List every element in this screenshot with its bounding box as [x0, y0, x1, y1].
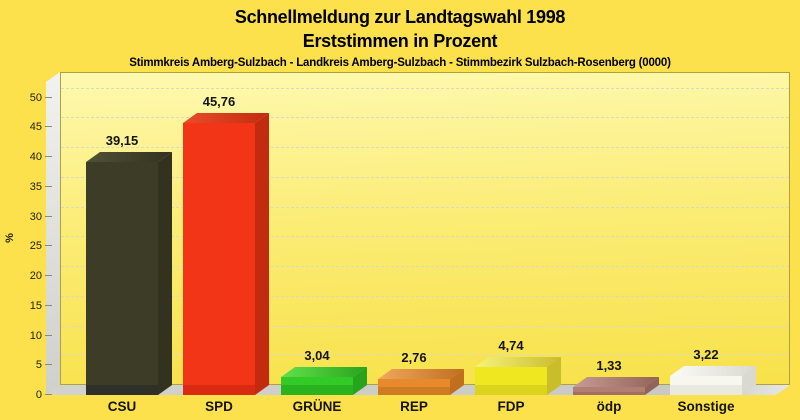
- bar-oedp: [573, 377, 659, 395]
- y-tick-label-0: 0: [35, 389, 42, 401]
- bar-value-label-oedp: 1,33: [596, 358, 622, 373]
- bar-front-face: [86, 162, 158, 395]
- bar-base-strip: [378, 387, 450, 395]
- bar-value-label-spd: 45,76: [202, 94, 236, 109]
- bar-base-strip: [183, 385, 255, 395]
- bar-base-strip: [573, 392, 645, 395]
- gridline-15: [61, 296, 789, 297]
- y-tick-mark-30: [45, 216, 52, 217]
- bar-top-face: [670, 366, 756, 376]
- y-tick-mark-15: [45, 305, 52, 306]
- y-tick-mark-40: [45, 156, 52, 157]
- category-label-sonstige: Sonstige: [677, 399, 735, 414]
- bar-top-face: [378, 369, 464, 379]
- y-tick-label-15: 15: [29, 300, 42, 312]
- y-tick-mark-25: [45, 245, 52, 246]
- bar-base-strip: [475, 385, 547, 395]
- category-label-csu: CSU: [107, 399, 137, 414]
- bar-side-face: [255, 113, 269, 395]
- chart-title-line1: Schnellmeldung zur Landtagswahl 1998: [234, 7, 566, 27]
- bar-rep: [378, 369, 464, 395]
- gridline-25: [61, 236, 789, 237]
- y-tick-mark-45: [45, 126, 52, 127]
- y-tick-label-25: 25: [29, 240, 42, 252]
- y-tick-label-30: 30: [29, 211, 42, 223]
- y-tick-mark-35: [45, 186, 52, 187]
- bar-value-label-gruene: 3,04: [304, 348, 330, 363]
- chart-subtitle: Stimmkreis Amberg-Sulzbach - Landkreis A…: [129, 57, 671, 69]
- bar-front-face: [573, 387, 645, 395]
- plot-back-wall: [60, 72, 790, 385]
- y-tick-label-10: 10: [29, 330, 42, 342]
- bar-top-face: [475, 357, 561, 367]
- bar-value-label-sonstige: 3,22: [693, 347, 719, 362]
- y-tick-mark-0: [45, 394, 52, 395]
- bar-spd: [183, 113, 269, 395]
- gridline-40: [61, 147, 789, 148]
- category-label-fdp: FDP: [497, 399, 525, 414]
- bar-csu: [86, 152, 172, 395]
- bar-base-strip: [281, 385, 353, 395]
- bar-gruene: [281, 367, 367, 395]
- gridline-45: [61, 117, 789, 118]
- bar-value-label-csu: 39,15: [105, 133, 139, 148]
- bar-value-label-rep: 2,76: [401, 350, 427, 365]
- y-tick-label-5: 5: [35, 359, 42, 371]
- bar-side-face: [158, 152, 172, 395]
- gridline-5: [61, 355, 789, 356]
- gridline-50: [61, 88, 789, 89]
- category-label-spd: SPD: [205, 399, 233, 414]
- bar-side-face: [547, 357, 561, 395]
- gridline-35: [61, 177, 789, 178]
- y-tick-label-50: 50: [29, 92, 42, 104]
- chart-title-line2: Erststimmen in Prozent: [302, 31, 498, 51]
- bar-top-face: [86, 152, 172, 162]
- bar-top-face: [281, 367, 367, 377]
- y-tick-mark-5: [45, 364, 52, 365]
- bar-base-strip: [86, 385, 158, 395]
- y-tick-mark-10: [45, 335, 52, 336]
- plot-left-wall: [46, 72, 60, 395]
- category-label-gruene: GRÜNE: [292, 399, 342, 414]
- y-tick-mark-50: [45, 97, 52, 98]
- bar-top-face: [573, 377, 659, 387]
- y-tick-label-40: 40: [29, 151, 42, 163]
- category-label-rep: REP: [400, 399, 428, 414]
- bar-top-face: [183, 113, 269, 123]
- bar-base-strip: [670, 385, 742, 395]
- bar-sonstige: [670, 366, 756, 395]
- bar-fdp: [475, 357, 561, 395]
- bar-value-label-fdp: 4,74: [498, 338, 524, 353]
- y-tick-mark-20: [45, 275, 52, 276]
- gridline-30: [61, 207, 789, 208]
- category-label-oedp: ödp: [596, 399, 622, 414]
- gridline-20: [61, 266, 789, 267]
- bar-front-face: [183, 123, 255, 395]
- y-tick-label-45: 45: [29, 121, 42, 133]
- gridline-10: [61, 326, 789, 327]
- y-tick-label-20: 20: [29, 270, 42, 282]
- y-tick-label-35: 35: [29, 181, 42, 193]
